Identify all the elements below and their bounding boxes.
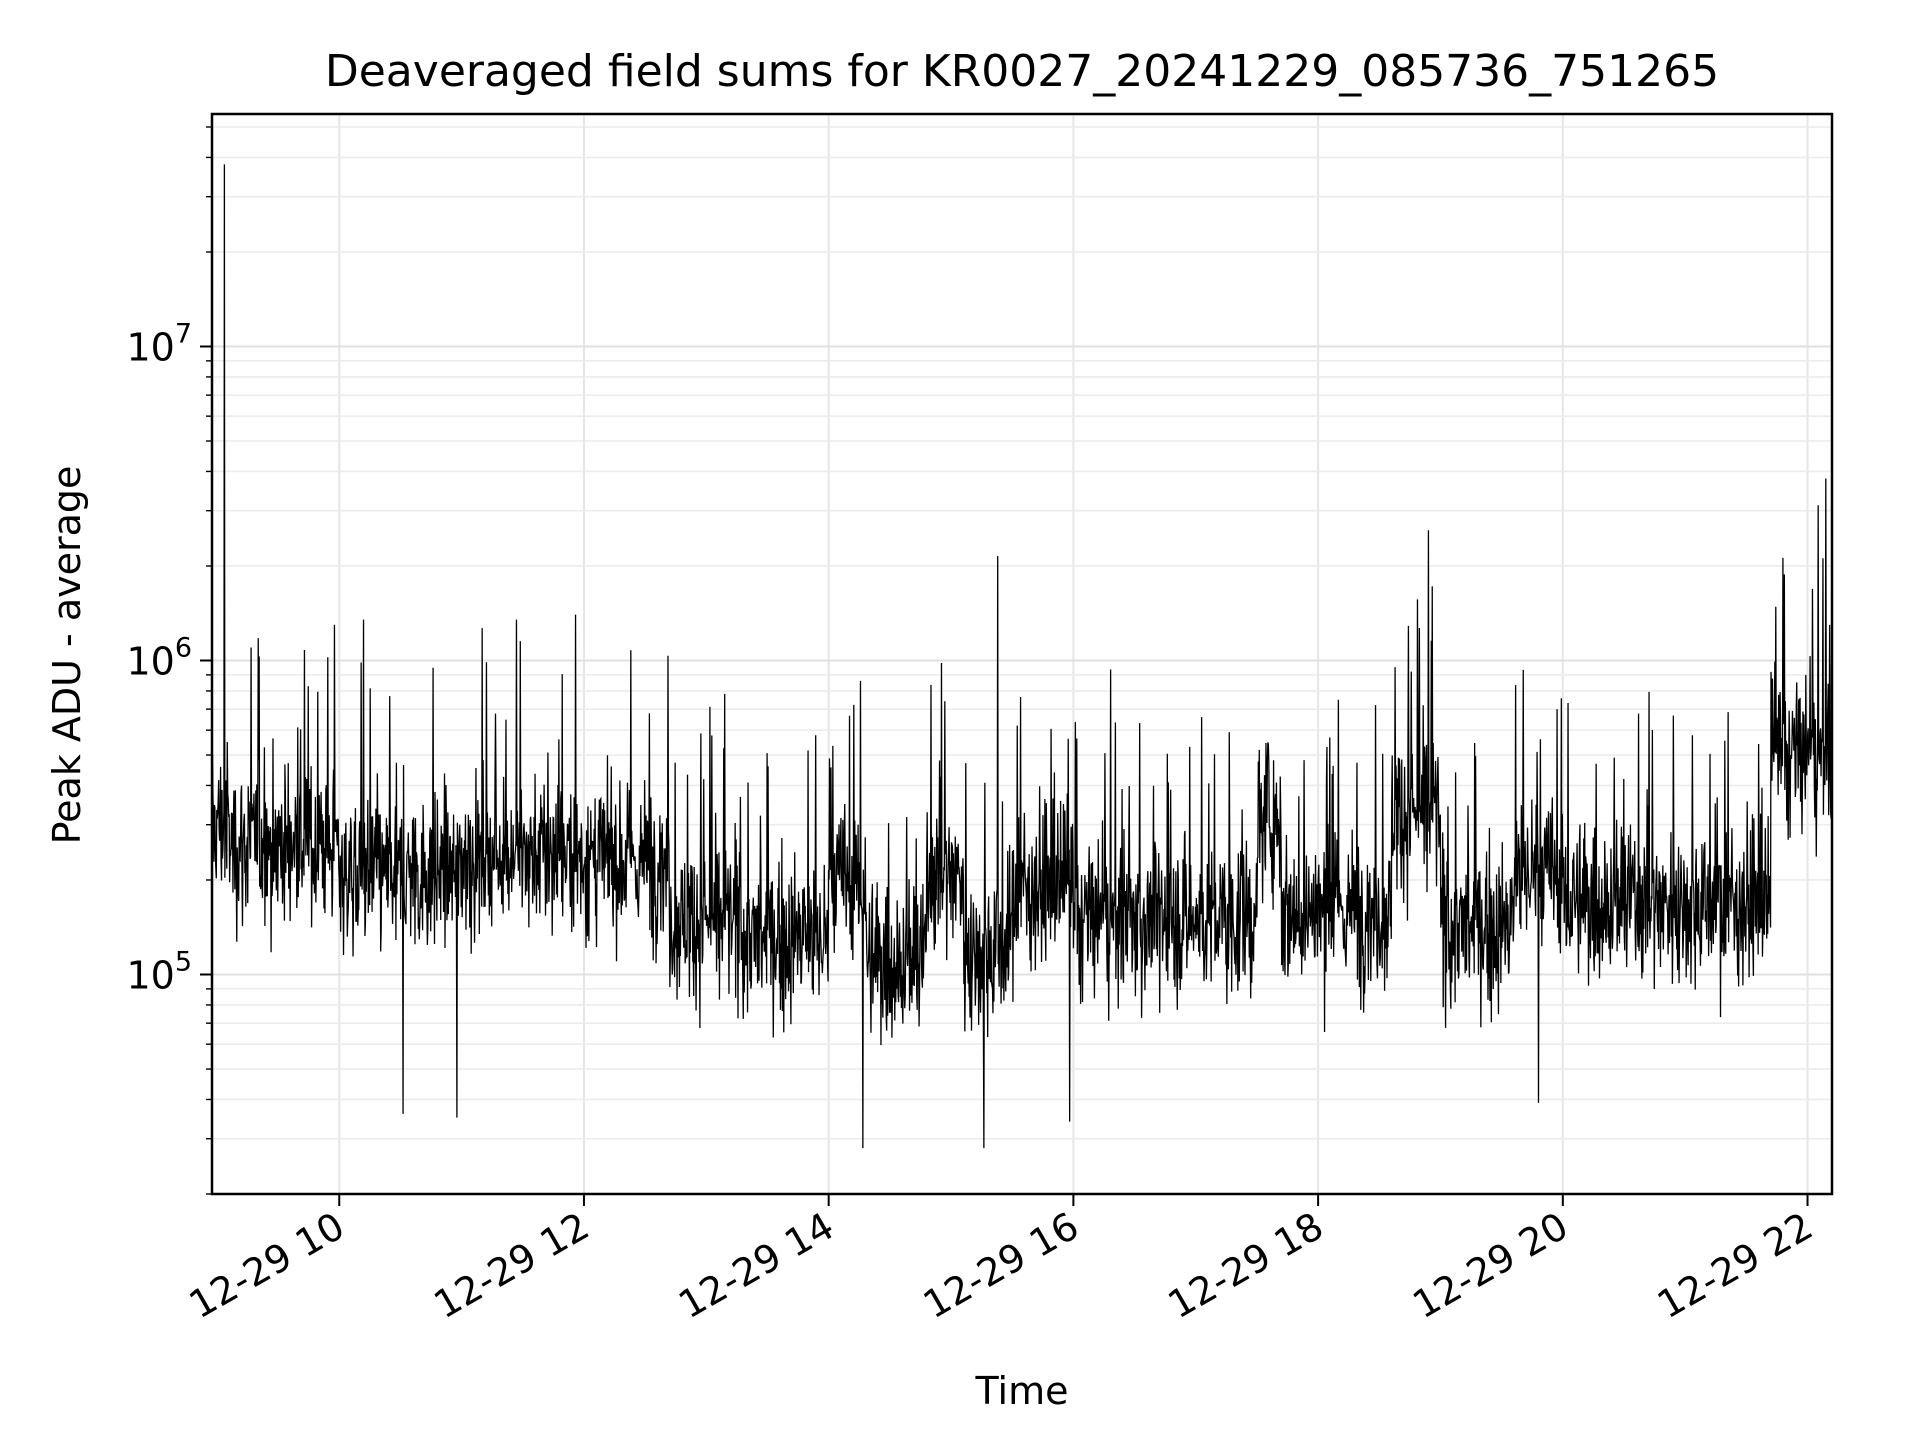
y-tick-label: 106 bbox=[126, 632, 192, 683]
chart-title: Deaveraged field sums for KR0027_2024122… bbox=[325, 46, 1719, 97]
plot-area bbox=[211, 164, 1833, 1149]
grid bbox=[212, 114, 1832, 1195]
series-line bbox=[211, 164, 1833, 1149]
x-axis-label: Time bbox=[975, 1369, 1069, 1413]
y-tick-label: 105 bbox=[126, 947, 192, 998]
y-axis: 105 106 107 bbox=[126, 126, 212, 1195]
axes-frame bbox=[210, 112, 1834, 1196]
y-axis-label: Peak ADU - average bbox=[45, 466, 89, 845]
y-tick-label: 107 bbox=[126, 318, 192, 369]
